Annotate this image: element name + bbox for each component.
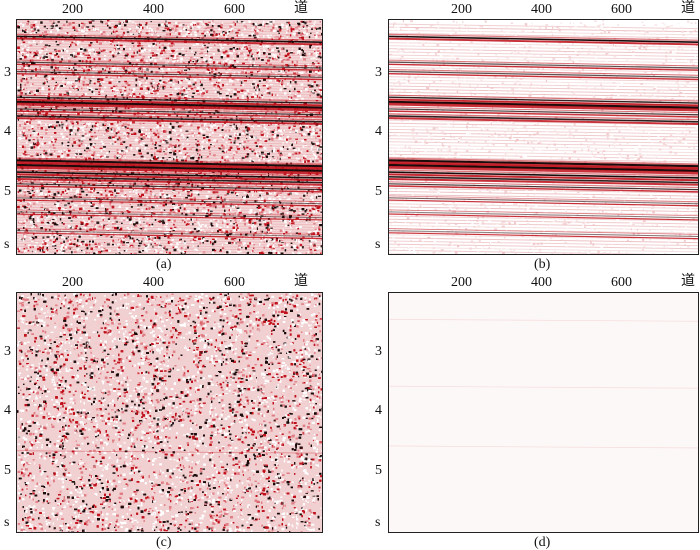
x-tick-200: 200 (62, 3, 83, 17)
seismic-image-b (389, 20, 698, 254)
y-tick-4: 4 (4, 404, 11, 418)
caption-d: (d) (534, 536, 550, 550)
seismic-section-d (388, 292, 699, 533)
y-tick-4: 4 (4, 125, 11, 139)
seismic-image-c (17, 293, 322, 532)
seismic-image-d (389, 293, 698, 532)
x-tick-600: 600 (611, 3, 632, 17)
x-axis-unit: 道 (681, 2, 695, 16)
x-tick-600: 600 (224, 3, 245, 17)
y-tick-5: 5 (4, 185, 11, 199)
x-axis-unit: 道 (294, 275, 308, 289)
y-tick-4: 4 (375, 404, 382, 418)
caption-a: (a) (156, 258, 172, 272)
y-axis-unit: s (4, 238, 9, 252)
y-tick-3: 3 (4, 345, 11, 359)
caption-b: (b) (534, 258, 550, 272)
y-tick-4: 4 (375, 125, 382, 139)
x-tick-200: 200 (451, 276, 472, 290)
y-tick-5: 5 (375, 185, 382, 199)
x-axis-unit: 道 (681, 275, 695, 289)
y-axis-unit: s (4, 516, 9, 530)
y-tick-5: 5 (4, 464, 11, 478)
y-tick-5: 5 (375, 464, 382, 478)
x-tick-400: 400 (531, 3, 552, 17)
x-tick-200: 200 (62, 276, 83, 290)
seismic-section-c (16, 292, 323, 533)
x-tick-600: 600 (224, 276, 245, 290)
y-tick-3: 3 (375, 66, 382, 80)
seismic-section-a (16, 19, 323, 255)
caption-c: (c) (156, 536, 172, 550)
y-axis-unit: s (375, 516, 380, 530)
y-axis-unit: s (375, 238, 380, 252)
seismic-image-a (17, 20, 322, 254)
x-tick-400: 400 (143, 276, 164, 290)
y-tick-3: 3 (375, 345, 382, 359)
x-tick-200: 200 (451, 3, 472, 17)
y-tick-3: 3 (4, 66, 11, 80)
x-axis-unit: 道 (294, 2, 308, 16)
x-tick-400: 400 (143, 3, 164, 17)
x-tick-400: 400 (531, 276, 552, 290)
seismic-section-b (388, 19, 699, 255)
x-tick-600: 600 (611, 276, 632, 290)
